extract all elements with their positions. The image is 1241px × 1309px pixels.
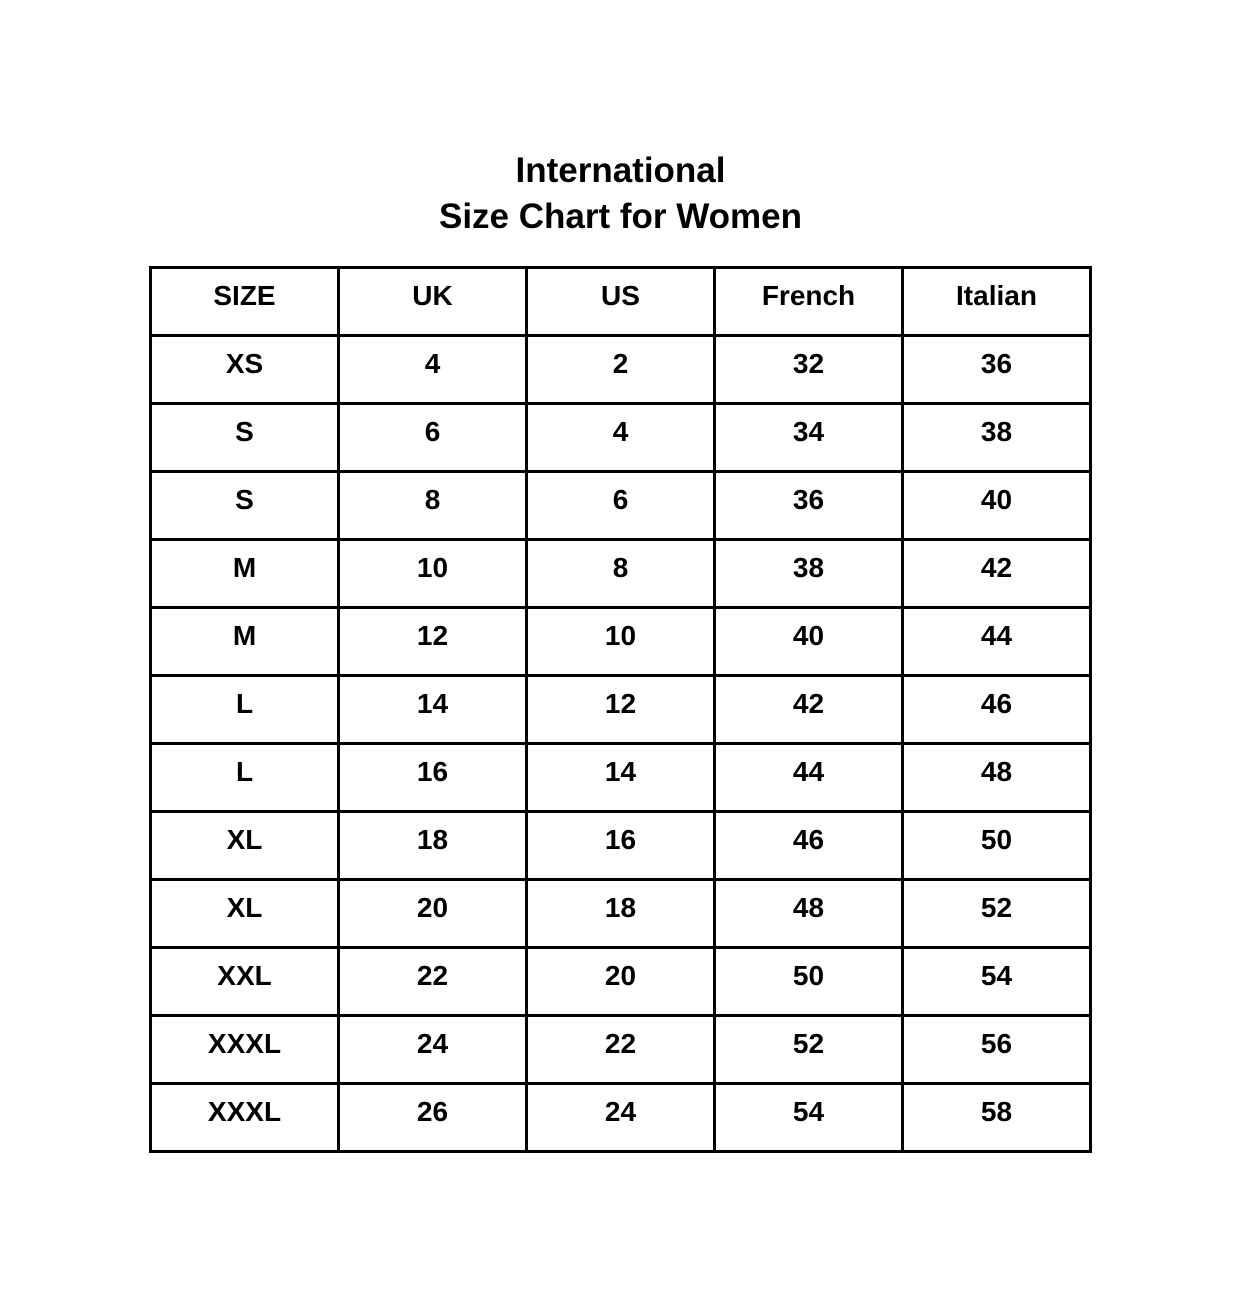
cell-french: 40 bbox=[713, 606, 904, 677]
table-row: L 16 14 44 48 bbox=[149, 742, 1092, 813]
cell-french: 34 bbox=[713, 402, 904, 473]
cell-italian: 36 bbox=[901, 334, 1092, 405]
cell-french: 54 bbox=[713, 1082, 904, 1153]
cell-french: 36 bbox=[713, 470, 904, 541]
table-row: S 6 4 34 38 bbox=[149, 402, 1092, 473]
cell-us: 22 bbox=[525, 1014, 716, 1085]
cell-italian: 40 bbox=[901, 470, 1092, 541]
cell-size: XXL bbox=[149, 946, 340, 1017]
cell-us: 4 bbox=[525, 402, 716, 473]
cell-size: S bbox=[149, 470, 340, 541]
table-row: XL 18 16 46 50 bbox=[149, 810, 1092, 881]
cell-us: 20 bbox=[525, 946, 716, 1017]
cell-uk: 14 bbox=[337, 674, 528, 745]
table-row: XXL 22 20 50 54 bbox=[149, 946, 1092, 1017]
cell-size: M bbox=[149, 538, 340, 609]
cell-uk: 8 bbox=[337, 470, 528, 541]
cell-us: 10 bbox=[525, 606, 716, 677]
cell-us: 24 bbox=[525, 1082, 716, 1153]
page-title: International Size Chart for Women bbox=[0, 0, 1241, 240]
cell-french: 38 bbox=[713, 538, 904, 609]
page-title-line-1: International bbox=[515, 151, 726, 190]
cell-size: XXXL bbox=[149, 1014, 340, 1085]
table-body: XS 4 2 32 36 S 6 4 34 38 S 8 6 36 40 M 10 8 38 42 M 12 10 40 44 L… bbox=[149, 334, 1092, 1153]
cell-french: 42 bbox=[713, 674, 904, 745]
cell-french: 50 bbox=[713, 946, 904, 1017]
column-header-us: US bbox=[525, 266, 716, 337]
size-chart-table: SIZE UK US French Italian XS 4 2 32 36 S 6 4 34 38 S 8 6… bbox=[149, 266, 1092, 1153]
cell-size: S bbox=[149, 402, 340, 473]
cell-us: 12 bbox=[525, 674, 716, 745]
cell-french: 52 bbox=[713, 1014, 904, 1085]
cell-uk: 16 bbox=[337, 742, 528, 813]
cell-italian: 46 bbox=[901, 674, 1092, 745]
table-row: L 14 12 42 46 bbox=[149, 674, 1092, 745]
cell-italian: 56 bbox=[901, 1014, 1092, 1085]
cell-uk: 18 bbox=[337, 810, 528, 881]
page-title-line-2: Size Chart for Women bbox=[438, 197, 802, 236]
size-chart-page: International Size Chart for Women SIZE U… bbox=[0, 0, 1241, 1153]
cell-size: XL bbox=[149, 810, 340, 881]
cell-french: 48 bbox=[713, 878, 904, 949]
table-header: SIZE UK US French Italian bbox=[149, 266, 1092, 337]
table-row: XXXL 24 22 52 56 bbox=[149, 1014, 1092, 1085]
column-header-size: SIZE bbox=[149, 266, 340, 337]
cell-italian: 42 bbox=[901, 538, 1092, 609]
table-row: M 10 8 38 42 bbox=[149, 538, 1092, 609]
cell-uk: 22 bbox=[337, 946, 528, 1017]
cell-us: 6 bbox=[525, 470, 716, 541]
table-row: S 8 6 36 40 bbox=[149, 470, 1092, 541]
cell-uk: 4 bbox=[337, 334, 528, 405]
cell-uk: 6 bbox=[337, 402, 528, 473]
cell-size: L bbox=[149, 674, 340, 745]
table-row: XS 4 2 32 36 bbox=[149, 334, 1092, 405]
cell-italian: 52 bbox=[901, 878, 1092, 949]
cell-italian: 58 bbox=[901, 1082, 1092, 1153]
cell-italian: 44 bbox=[901, 606, 1092, 677]
table-row: XL 20 18 48 52 bbox=[149, 878, 1092, 949]
cell-uk: 20 bbox=[337, 878, 528, 949]
table-header-row: SIZE UK US French Italian bbox=[149, 266, 1092, 337]
cell-italian: 50 bbox=[901, 810, 1092, 881]
cell-uk: 24 bbox=[337, 1014, 528, 1085]
cell-us: 2 bbox=[525, 334, 716, 405]
cell-size: XXXL bbox=[149, 1082, 340, 1153]
cell-uk: 10 bbox=[337, 538, 528, 609]
cell-us: 16 bbox=[525, 810, 716, 881]
cell-italian: 48 bbox=[901, 742, 1092, 813]
table-row: XXXL 26 24 54 58 bbox=[149, 1082, 1092, 1153]
column-header-uk: UK bbox=[337, 266, 528, 337]
cell-french: 32 bbox=[713, 334, 904, 405]
cell-french: 44 bbox=[713, 742, 904, 813]
table-row: M 12 10 40 44 bbox=[149, 606, 1092, 677]
cell-italian: 38 bbox=[901, 402, 1092, 473]
cell-uk: 12 bbox=[337, 606, 528, 677]
column-header-italian: Italian bbox=[901, 266, 1092, 337]
cell-size: M bbox=[149, 606, 340, 677]
cell-uk: 26 bbox=[337, 1082, 528, 1153]
column-header-french: French bbox=[713, 266, 904, 337]
cell-italian: 54 bbox=[901, 946, 1092, 1017]
cell-size: XS bbox=[149, 334, 340, 405]
cell-size: L bbox=[149, 742, 340, 813]
cell-us: 18 bbox=[525, 878, 716, 949]
cell-us: 14 bbox=[525, 742, 716, 813]
cell-us: 8 bbox=[525, 538, 716, 609]
cell-size: XL bbox=[149, 878, 340, 949]
cell-french: 46 bbox=[713, 810, 904, 881]
